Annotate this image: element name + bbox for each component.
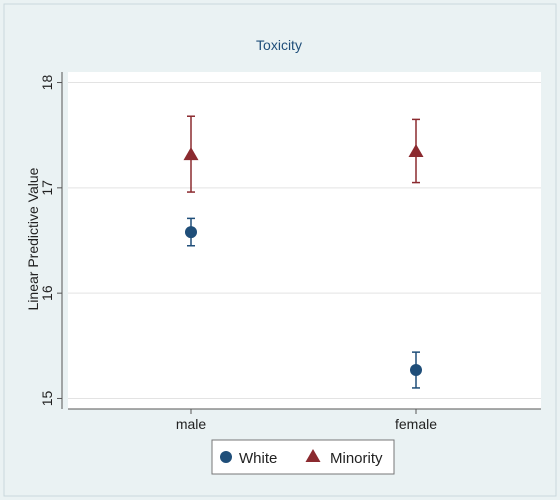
plot-area bbox=[68, 72, 541, 409]
x-tick-label: male bbox=[176, 416, 207, 432]
legend-marker-minority bbox=[305, 449, 321, 462]
legend-label-minority: Minority bbox=[330, 450, 383, 467]
y-tick-label: 16 bbox=[39, 285, 55, 301]
point-white bbox=[410, 364, 422, 377]
y-tick-label: 18 bbox=[39, 75, 55, 91]
legend: White Minority bbox=[211, 439, 395, 475]
marks-layer bbox=[183, 115, 424, 389]
tick-layer: 15 16 17 18 male female bbox=[39, 75, 437, 432]
point-minority bbox=[183, 147, 199, 161]
y-tick-label: 17 bbox=[39, 180, 55, 196]
x-tick-label: female bbox=[395, 416, 437, 432]
point-white bbox=[185, 226, 197, 239]
legend-box bbox=[211, 439, 395, 475]
point-minority bbox=[408, 143, 424, 157]
chart-frame bbox=[3, 3, 557, 497]
grid-layer bbox=[68, 82, 541, 399]
y-tick-label: 15 bbox=[39, 390, 55, 406]
y-axis-label: Linear Predictive Value bbox=[25, 167, 41, 310]
legend-marker-white bbox=[220, 451, 232, 463]
chart-title: Toxicity bbox=[256, 37, 302, 53]
legend-label-white: White bbox=[239, 450, 277, 467]
